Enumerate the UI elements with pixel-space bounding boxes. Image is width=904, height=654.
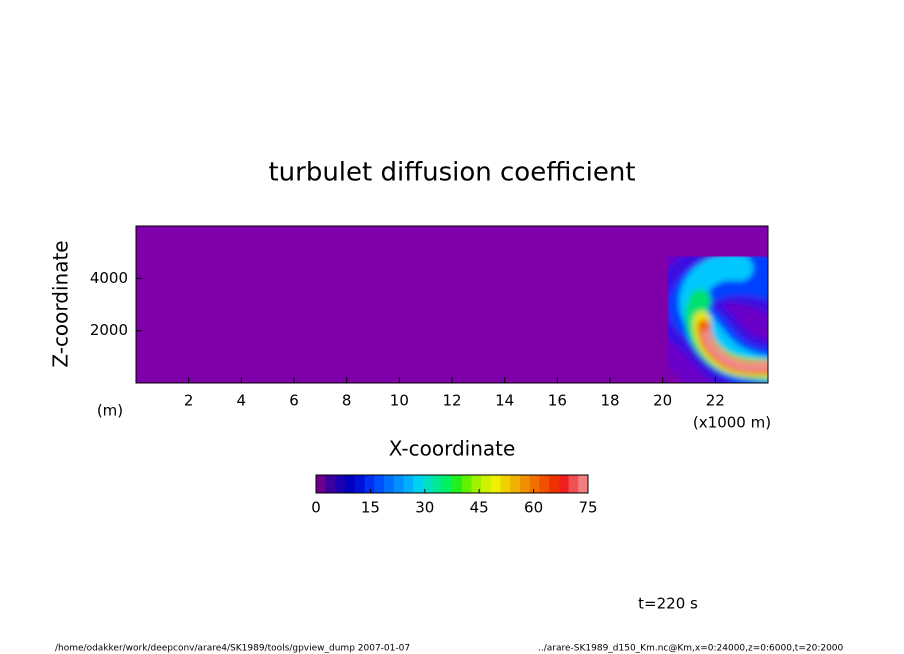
- x-axis-label: X-coordinate: [389, 437, 516, 461]
- y-axis-label: Z-coordinate: [49, 240, 73, 367]
- colorbar-swatch: [568, 475, 579, 493]
- colorbar-frame: [315, 474, 589, 494]
- colorbar-tick-label: 0: [311, 499, 321, 517]
- colorbar-swatch: [529, 475, 540, 493]
- colorbar-tick-label: 30: [415, 499, 434, 517]
- x-tick-label: 22: [706, 392, 725, 410]
- colorbar-swatch: [354, 475, 366, 493]
- colorbar-swatch: [335, 475, 346, 493]
- colorbar-swatch: [500, 475, 511, 493]
- colorbar-swatch: [558, 475, 570, 493]
- colorbar-swatch: [578, 475, 589, 493]
- colorbar-swatch: [481, 475, 492, 493]
- colorbar-swatch: [374, 475, 385, 493]
- colorbar-swatch: [384, 475, 395, 493]
- colorbar-swatch: [413, 475, 424, 493]
- colorbar-swatch: [549, 475, 560, 493]
- footer-left: /home/odakker/work/deepconv/arare4/SK198…: [55, 644, 410, 654]
- colorbar-swatch: [461, 475, 472, 493]
- colorbar-swatch: [393, 475, 404, 493]
- colorbar-swatch: [539, 475, 550, 493]
- colorbar-swatch: [471, 475, 482, 493]
- field: [628, 226, 768, 383]
- x-tick-label: 8: [342, 392, 352, 410]
- x-tick-label: 16: [548, 392, 567, 410]
- x-unit: (x1000 m): [693, 414, 771, 432]
- x-tick-label: 2: [184, 392, 194, 410]
- colorbar-swatch: [432, 475, 443, 493]
- x-tick-label: 14: [495, 392, 514, 410]
- colorbar-swatch: [316, 475, 327, 493]
- chart-title: turbulet diffusion coefficient: [268, 158, 635, 188]
- footer-right: ../arare-SK1989_d150_Km.nc@Km,x=0:24000,…: [538, 644, 844, 654]
- colorbar-swatch: [325, 475, 336, 493]
- colorbar-swatch: [490, 475, 502, 493]
- colorbar-tick-label: 45: [470, 499, 489, 517]
- y-unit: (m): [97, 402, 123, 420]
- x-tick-label: 6: [289, 392, 299, 410]
- colorbar-tick-label: 15: [361, 499, 380, 517]
- x-tick-label: 18: [600, 392, 619, 410]
- colorbar-swatch: [452, 475, 463, 493]
- colorbar-swatch: [442, 475, 453, 493]
- x-tick-label: 12: [442, 392, 461, 410]
- annotation: t=220 s: [638, 595, 698, 613]
- colorbar-swatch: [403, 475, 414, 493]
- colorbar-swatch: [520, 475, 531, 493]
- colorbar-swatch: [364, 475, 375, 493]
- colorbar-tick-label: 60: [524, 499, 543, 517]
- colorbar-swatch: [510, 475, 521, 493]
- y-tick-label: 4000: [90, 269, 128, 287]
- x-tick-label: 20: [653, 392, 672, 410]
- y-tick-label: 2000: [90, 321, 128, 339]
- x-tick-label: 4: [237, 392, 247, 410]
- colorbar-swatch: [422, 475, 434, 493]
- colorbar-tick-label: 75: [578, 499, 597, 517]
- x-tick-label: 10: [390, 392, 409, 410]
- colorbar-swatch: [345, 475, 356, 493]
